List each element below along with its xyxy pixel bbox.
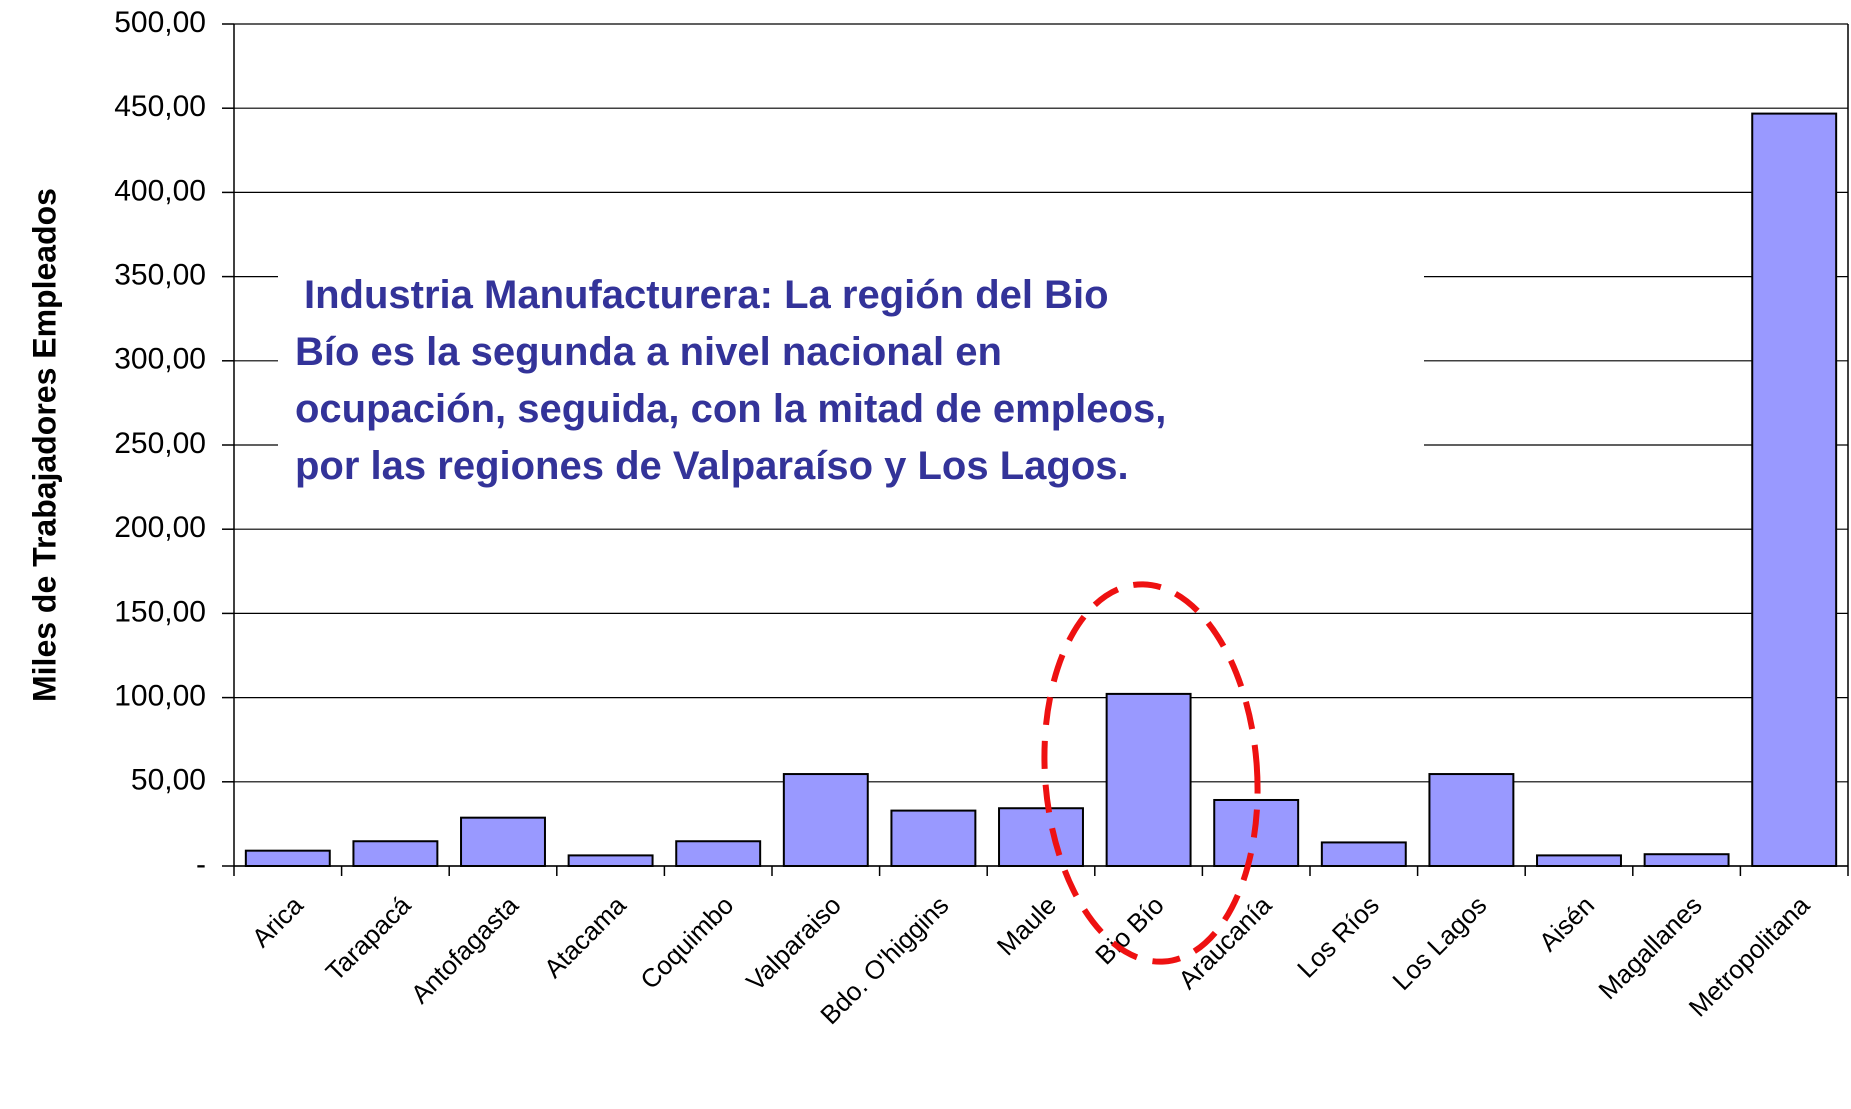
annotation-box	[278, 262, 1424, 484]
bar	[675, 840, 762, 867]
bar	[998, 807, 1084, 867]
x-tick-label: Antofagasta	[405, 890, 525, 1010]
y-tick-label: 450,00	[114, 90, 206, 123]
y-tick-label: 350,00	[114, 259, 206, 292]
x-tick-label: Arica	[246, 890, 309, 953]
y-tick-label: 400,00	[114, 174, 206, 207]
bar	[1105, 692, 1192, 867]
annotation-line: por las regiones de Valparaíso y Los Lag…	[295, 444, 1129, 488]
bar	[352, 840, 439, 867]
y-tick-label: 100,00	[114, 680, 206, 713]
x-tick-label: Araucanía	[1172, 890, 1277, 995]
y-axis-title: Miles de Trabajadores Empleados	[26, 188, 62, 702]
bar	[782, 773, 869, 867]
bar	[567, 854, 654, 868]
annotation-line: Industria Manufacturera: La región del B…	[304, 273, 1109, 317]
y-tick-label: 50,00	[131, 764, 206, 797]
y-tick-label: -	[196, 848, 206, 881]
y-tick-label: 200,00	[114, 511, 206, 544]
y-tick-label: 300,00	[114, 343, 206, 376]
annotation-line: Bío es la segunda a nivel nacional en	[295, 330, 1002, 374]
highlight-ellipse	[1041, 581, 1261, 965]
bar	[1320, 841, 1407, 868]
bar	[1751, 112, 1838, 867]
x-tick-label: Magallanes	[1592, 890, 1707, 1005]
bar	[890, 809, 977, 867]
y-tick-label: 150,00	[114, 595, 206, 628]
y-tick-label: 250,00	[114, 427, 206, 460]
x-tick-label: Atacama	[538, 890, 632, 984]
bar	[1536, 854, 1622, 868]
x-tick-label: Valparaiso	[740, 890, 847, 997]
x-tick-label: Coquimbo	[634, 890, 739, 995]
y-tick-label: 500,00	[114, 6, 206, 39]
x-tick-label: Los Ríos	[1291, 890, 1385, 984]
annotation-line: ocupación, seguida, con la mitad de empl…	[295, 387, 1166, 431]
x-tick-label: Aisén	[1533, 890, 1600, 957]
bar	[1428, 773, 1515, 867]
bar	[1643, 853, 1730, 867]
x-tick-label: Los Lagos	[1386, 890, 1492, 996]
bar	[460, 816, 546, 867]
x-tick-label: Tarapacá	[320, 890, 417, 987]
x-tick-label: Maule	[991, 890, 1062, 961]
bar	[244, 849, 331, 867]
